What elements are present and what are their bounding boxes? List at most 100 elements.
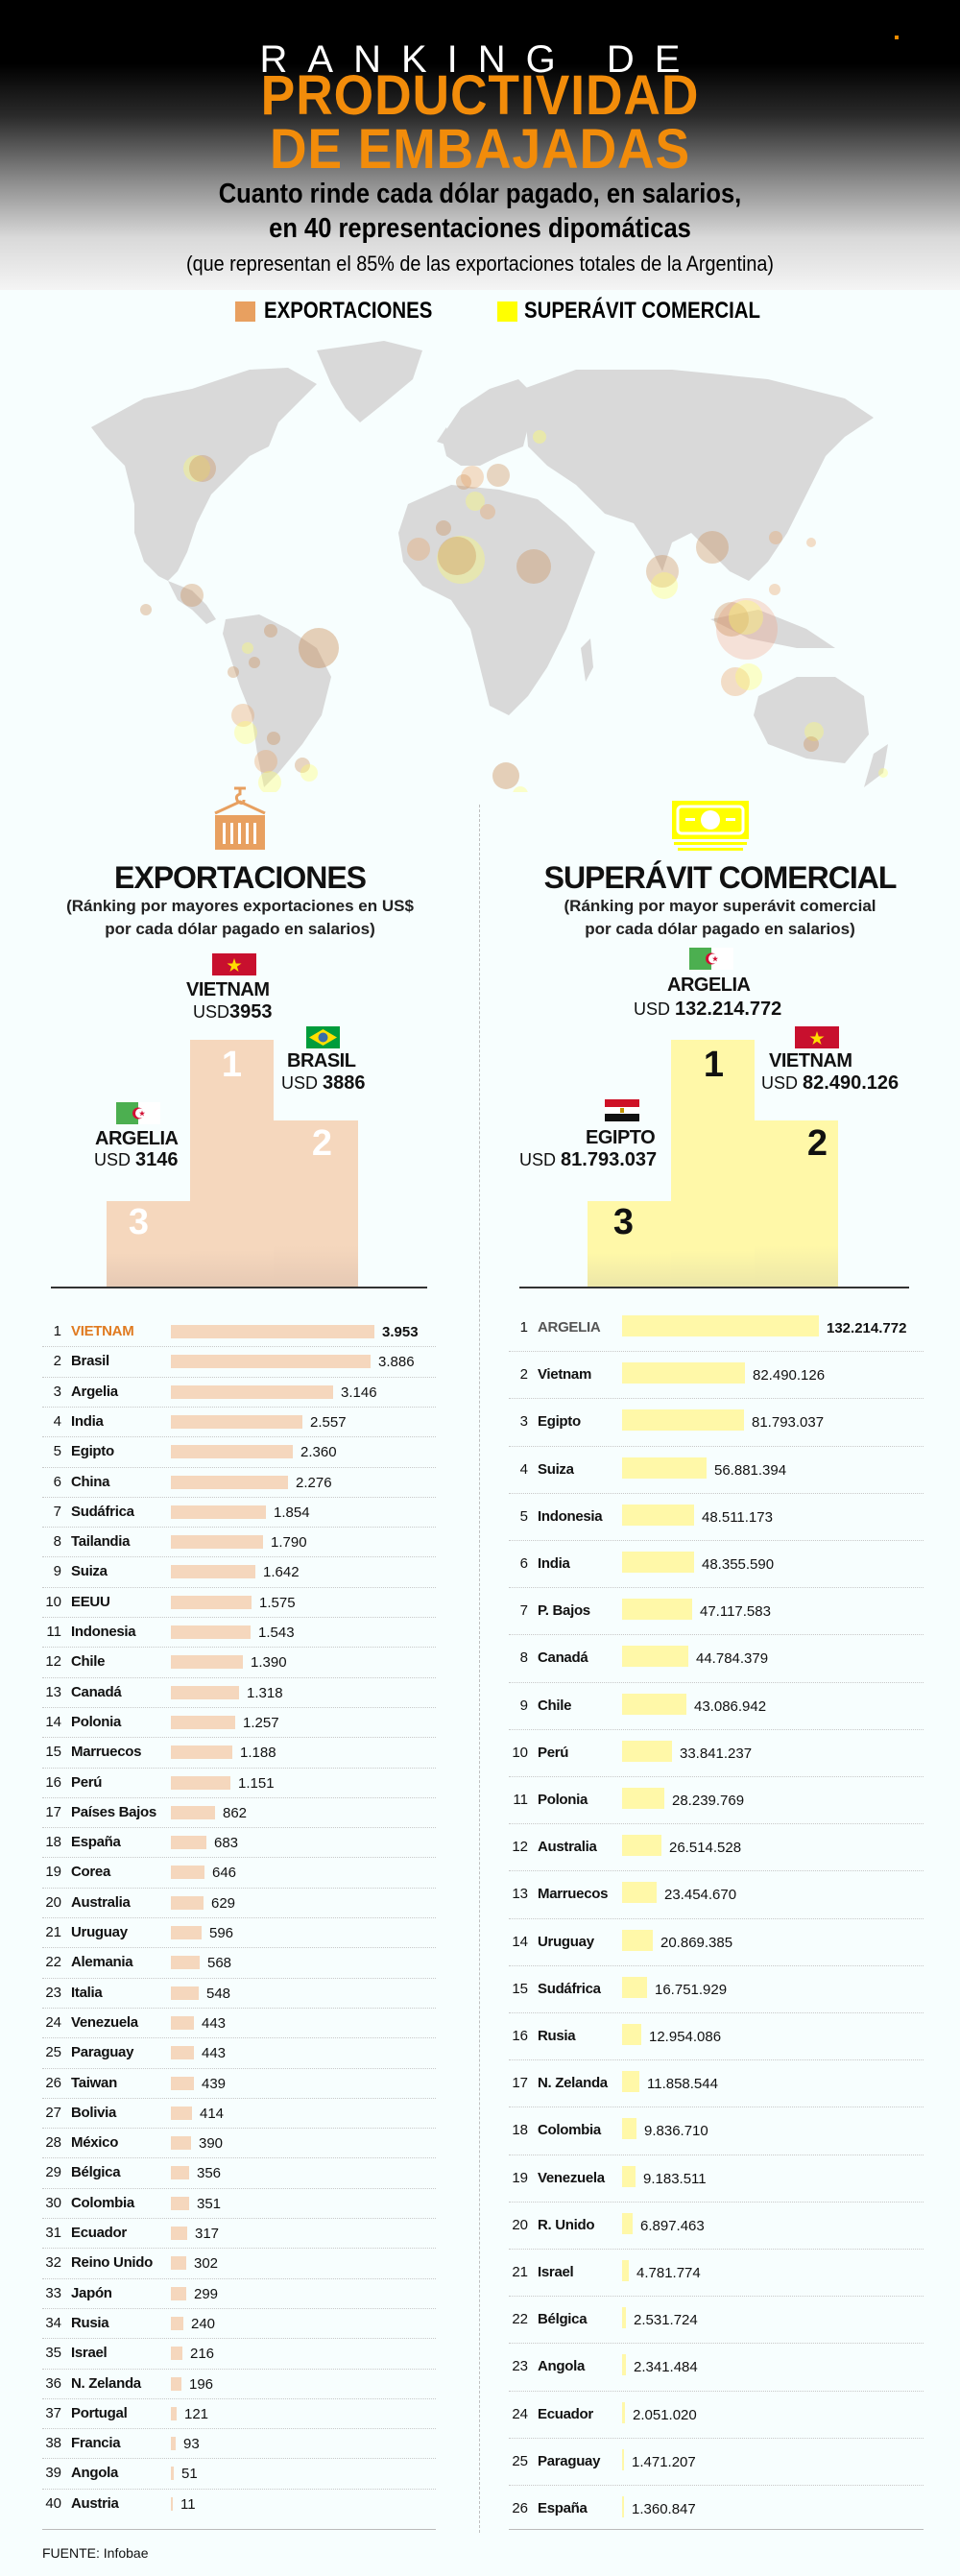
country-name: Australia [71, 1893, 131, 1911]
value-bar [622, 1457, 707, 1479]
row-separator [42, 1887, 436, 1889]
value-label: 47.117.583 [700, 1603, 771, 1621]
list-row: 8 Tailandia 1.790 [0, 1533, 960, 1563]
value-bar [171, 1565, 255, 1579]
country-name: Suiza [71, 1563, 108, 1580]
country-name: Colombia [538, 2122, 601, 2139]
podium-country-3: EGIPTO [586, 1127, 656, 1148]
row-separator [42, 2428, 436, 2430]
rank-number: 21 [45, 1924, 61, 1940]
value-label: 1.854 [274, 1504, 310, 1521]
rank-number: 39 [45, 2465, 61, 2482]
value-label: 51 [181, 2466, 198, 2483]
value-bar [171, 1986, 199, 2000]
value-bar [622, 1740, 672, 1762]
row-separator [509, 2485, 924, 2486]
country-name: Egipto [71, 1443, 114, 1460]
value-bar [171, 2376, 181, 2391]
value-bar [622, 2118, 636, 2140]
list-row: 22 Alemania 568 [0, 1954, 960, 1984]
list-row: 19 Venezuela 9.183.511 [0, 2165, 960, 2200]
value-label: 11.858.544 [647, 2076, 718, 2093]
value-label: 1.360.847 [632, 2501, 696, 2517]
surplus-title: SUPERÁVIT COMERCIAL [543, 860, 898, 895]
row-separator [509, 1823, 924, 1825]
rank-number: 15 [45, 1744, 61, 1761]
list-row: 21 Uruguay 596 [0, 1924, 960, 1954]
row-separator [509, 2390, 924, 2392]
list-row: 11 Polonia 28.239.769 [0, 1788, 960, 1821]
rank-number: 34 [45, 2314, 61, 2331]
decorative-dot [895, 36, 899, 39]
value-label: 196 [189, 2375, 214, 2393]
country-name: EEUU [71, 1593, 110, 1610]
rank-number: 12 [512, 1839, 528, 1856]
list-row: 25 Paraguay 1.471.207 [0, 2448, 960, 2483]
value-label: 3.886 [378, 1354, 415, 1371]
list-row: 16 Rusia 12.954.086 [0, 2024, 960, 2058]
country-name: Canadá [71, 1683, 122, 1700]
rank-number: 28 [45, 2134, 61, 2152]
country-name: Uruguay [538, 1933, 594, 1950]
value-bar [622, 1315, 819, 1336]
rank-number: 10 [45, 1593, 61, 1610]
country-name: Japón [71, 2284, 112, 2301]
row-separator [42, 1767, 436, 1769]
list-row: 40 Austria 11 [0, 2495, 960, 2525]
rank-number: 24 [512, 2405, 528, 2422]
value-label: 2.051.020 [633, 2406, 697, 2423]
row-separator [509, 2059, 924, 2061]
value-bar [622, 2024, 641, 2045]
value-label: 16.751.929 [655, 1981, 728, 1998]
podium-step-2 [755, 1120, 838, 1288]
value-bar [622, 1882, 657, 1904]
value-label: 862 [223, 1804, 248, 1821]
country-name: Venezuela [71, 2013, 138, 2031]
value-bar [622, 2448, 624, 2470]
value-label: 2.276 [296, 1474, 332, 1491]
country-name: Vietnam [538, 1366, 591, 1384]
value-bar [622, 1646, 688, 1668]
rank-number: 13 [512, 1886, 528, 1903]
value-label: 2.360 [300, 1444, 337, 1461]
country-name: Argelia [71, 1383, 118, 1400]
list-row: 5 Egipto 2.360 [0, 1443, 960, 1473]
value-label: 1.257 [243, 1714, 279, 1731]
main-title-line1: PRODUCTIVIDAD [260, 64, 700, 127]
vietnam-flag-icon [212, 953, 256, 975]
exports-title: EXPORTACIONES [114, 860, 367, 895]
country-name: Rusia [71, 2314, 109, 2331]
value-bar [171, 2256, 186, 2271]
country-name: Perú [71, 1773, 103, 1791]
rank-number: 37 [45, 2404, 61, 2421]
country-name: Francia [71, 2435, 121, 2452]
value-bar [171, 1475, 288, 1489]
list-row: 21 Israel 4.781.774 [0, 2260, 960, 2294]
value-bar [171, 2316, 183, 2330]
value-bar [171, 1926, 202, 1939]
list-row: 5 Indonesia 48.511.173 [0, 1504, 960, 1538]
podium-value-2: USD 82.490.126 [761, 1072, 900, 1094]
value-bar [622, 1362, 745, 1384]
rank-number: 29 [45, 2164, 61, 2181]
list-row: 15 Marruecos 1.188 [0, 1744, 960, 1773]
rank-number: 31 [45, 2225, 61, 2241]
rank-number: 1 [519, 1319, 528, 1336]
value-label: 548 [206, 1985, 231, 2002]
row-separator [42, 2037, 436, 2039]
row-separator [42, 2307, 436, 2309]
value-bar [622, 2260, 629, 2281]
country-name: VIETNAM [71, 1323, 134, 1339]
podium-country-1: VIETNAM [186, 979, 270, 1000]
row-separator [42, 2458, 436, 2460]
list-row: 16 Perú 1.151 [0, 1774, 960, 1804]
list-row: 14 Uruguay 20.869.385 [0, 1929, 960, 1963]
list-row: 7 Sudáfrica 1.854 [0, 1504, 960, 1533]
legend-label-exports: EXPORTACIONES [264, 298, 433, 324]
value-bar [171, 1625, 251, 1639]
list-row: 3 Egipto 81.793.037 [0, 1409, 960, 1443]
row-separator [509, 2343, 924, 2345]
rank-number: 2 [519, 1366, 528, 1384]
value-label: 56.881.394 [714, 1461, 787, 1479]
podium-place-1: 1 [703, 1045, 725, 1085]
